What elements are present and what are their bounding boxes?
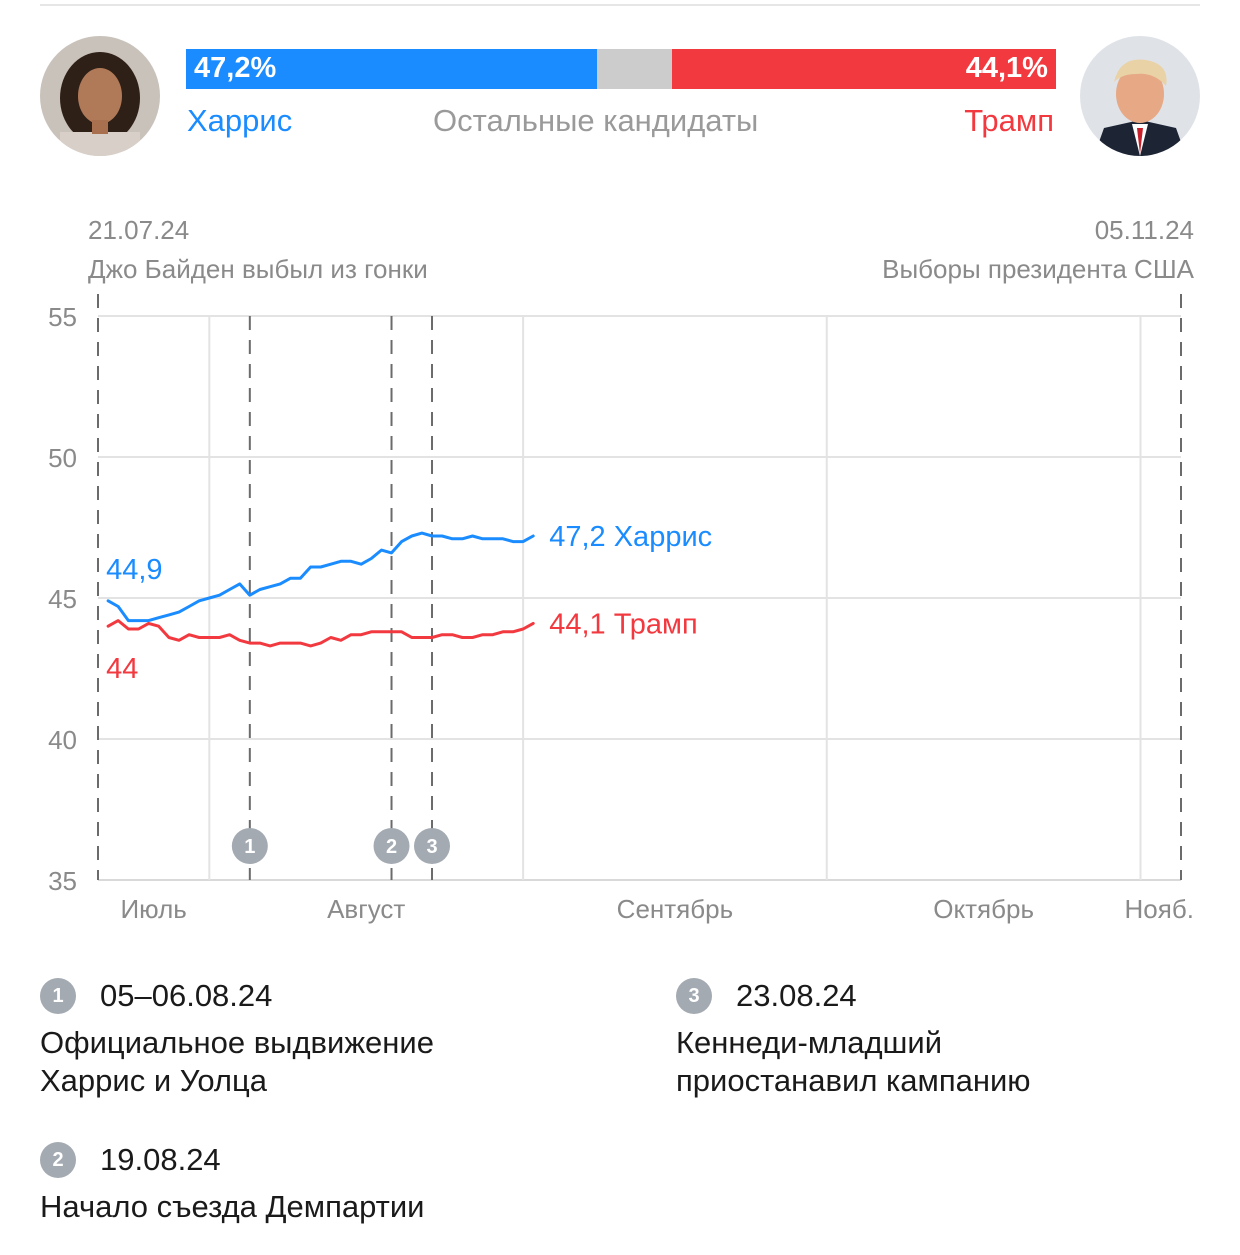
y-tick-label: 45: [48, 584, 77, 614]
x-tick-label: Июль: [120, 894, 186, 924]
event-note-text: Официальное выдвижение Харрис и Уолца: [40, 1025, 434, 1098]
event-marker-badge: [231, 828, 268, 864]
others-name-label: Остальные кандидаты: [433, 103, 759, 138]
harris-portrait-icon: [40, 36, 160, 156]
event-note-3: 3 23.08.24 Кеннеди-младший приостанавил …: [676, 978, 1116, 1100]
trump-share-value: 44,1%: [965, 52, 1048, 84]
y-tick-label: 55: [48, 302, 77, 332]
x-tick-label: Сентябрь: [617, 894, 733, 924]
harris-start-value-label: 44,9: [106, 554, 162, 586]
event-note-text: Кеннеди-младший приостанавил кампанию: [676, 1025, 1031, 1098]
others-share-segment: [596, 49, 673, 89]
y-tick-label: 50: [48, 443, 77, 473]
event-marker-badge: [414, 828, 451, 864]
harris-end-value-label: 47,2 Харрис: [549, 521, 712, 553]
range-start-event: Джо Байден выбыл из гонки: [88, 254, 428, 284]
event-note-date: 19.08.24: [100, 1142, 221, 1177]
event-marker-badge: [373, 828, 410, 864]
event-marker-number: 3: [426, 836, 437, 858]
event-note-text: Начало съезда Демпартии: [40, 1189, 425, 1224]
x-tick-label: Август: [327, 894, 405, 924]
trump-start-value-label: 44: [106, 653, 138, 685]
event-note-date: 05–06.08.24: [100, 978, 273, 1013]
event-note-badge: 3: [676, 978, 712, 1014]
y-tick-label: 40: [48, 725, 77, 755]
trump-share-segment: 44,1%: [672, 49, 1056, 89]
polling-line-chart: 35 40 45 50 55 Июль Август Сентябрь Октябрь Нояб.…: [48, 294, 1194, 924]
trump-series-line: [106, 619, 535, 648]
range-start-date: 21.07.24: [88, 215, 190, 245]
event-note-badge: 1: [40, 978, 76, 1014]
x-tick-label: Октябрь: [933, 894, 1034, 924]
event-note-2: 2 19.08.24 Начало съезда Демпартии: [40, 1142, 480, 1226]
top-divider: [40, 4, 1200, 6]
range-end-event: Выборы президента США: [882, 254, 1194, 284]
harris-share-value: 47,2%: [194, 52, 277, 84]
trump-name-label: Трамп: [964, 103, 1054, 138]
range-end-date: 05.11.24: [1094, 215, 1194, 245]
y-tick-label: 35: [48, 866, 77, 896]
event-marker-number: 1: [244, 836, 255, 858]
trump-portrait-icon: [1080, 36, 1200, 156]
x-tick-label: Нояб.: [1125, 894, 1194, 924]
event-marker-number: 2: [386, 836, 397, 858]
harris-series-line: [106, 531, 535, 623]
vote-share-bar: 47,2% 44,1%: [186, 49, 1056, 89]
trump-end-value-label: 44,1 Трамп: [549, 608, 697, 640]
harris-name-label: Харрис: [187, 103, 293, 138]
harris-share-segment: 47,2%: [186, 49, 597, 89]
event-note-1: 1 05–06.08.24 Официальное выдвижение Хар…: [40, 978, 480, 1100]
event-note-date: 23.08.24: [736, 978, 857, 1013]
event-note-badge: 2: [40, 1142, 76, 1178]
